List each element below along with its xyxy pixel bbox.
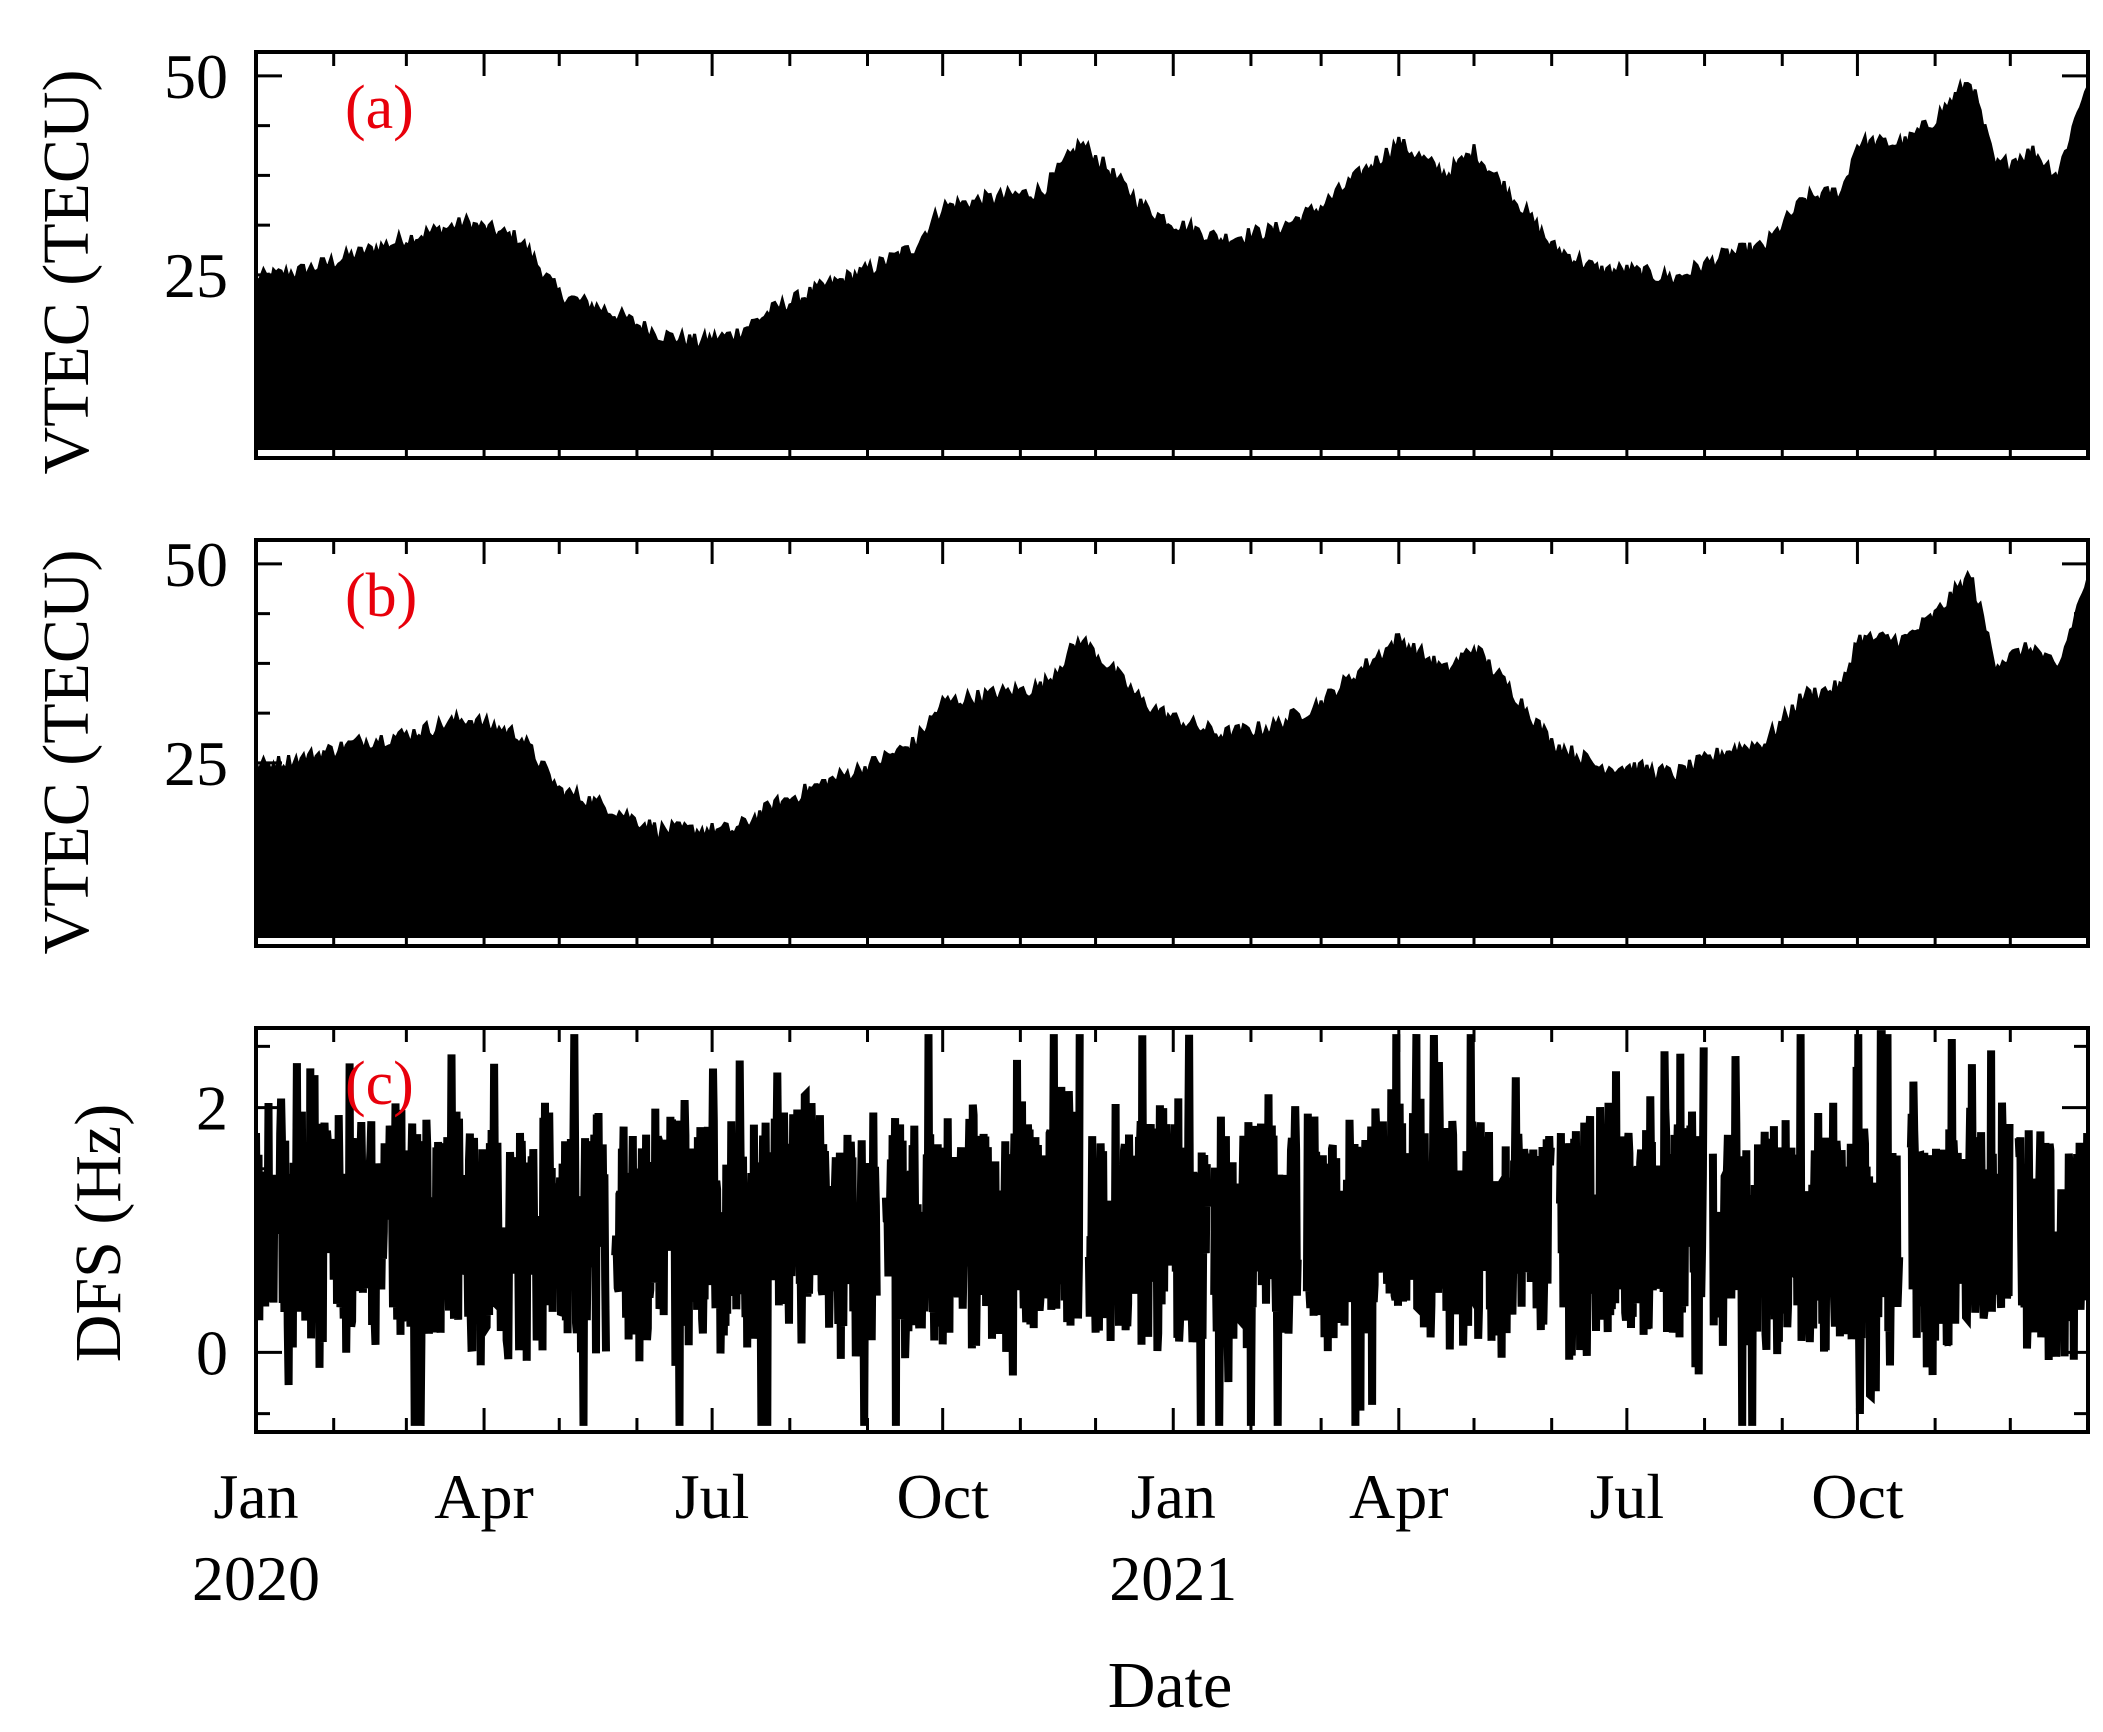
dfs-series-segment xyxy=(2014,1130,2088,1361)
plot-area xyxy=(256,569,2088,939)
dfs-series-segment xyxy=(881,1034,1084,1426)
x-tick-label: Oct xyxy=(1811,1461,1904,1532)
dfs-series-segment xyxy=(1084,1034,1212,1426)
x-tick-label: Jul xyxy=(675,1461,750,1532)
panel-b: 25 50 (b) xyxy=(164,529,2090,948)
vtec-series-area xyxy=(256,78,2088,448)
y-tick-label: 25 xyxy=(164,728,228,799)
x-tick-label: Jul xyxy=(1590,1461,1665,1532)
x-tick-label: Jan xyxy=(1131,1461,1216,1532)
y-tick-label: 2 xyxy=(196,1073,228,1144)
dfs-series-segment xyxy=(1906,1038,2014,1376)
y-axis-labels: VTEC (TECU) VTEC (TECU) DFS (Hz) xyxy=(30,69,135,1362)
ylabel-panel-c: DFS (Hz) xyxy=(62,1104,135,1363)
dfs-series-segment xyxy=(1302,1034,1555,1426)
y-tick-label: 25 xyxy=(164,240,228,311)
x-tick-label: Oct xyxy=(896,1461,989,1532)
panel-c: 0 2 (c) xyxy=(196,1026,2090,1434)
panel-label: (a) xyxy=(345,74,414,142)
dfs-series-segment xyxy=(256,1034,610,1426)
x-tick-sublabel: 2021 xyxy=(1109,1543,1237,1614)
panel-label: (c) xyxy=(345,1050,414,1118)
dfs-series-segment xyxy=(611,1060,881,1426)
plot-area xyxy=(256,1030,2088,1426)
panel-a: 25 50 (a) xyxy=(164,41,2090,460)
x-tick-label: Apr xyxy=(434,1461,534,1532)
x-tick-sublabel: 2020 xyxy=(192,1543,320,1614)
panel-label: (b) xyxy=(345,562,417,630)
dfs-series-segment xyxy=(1556,1047,1708,1375)
x-tick-label: Apr xyxy=(1349,1461,1449,1532)
x-tick-label: Jan xyxy=(213,1461,298,1532)
dfs-series-segment xyxy=(1210,1094,1302,1426)
y-tick-label: 50 xyxy=(164,41,228,112)
x-axis-label: Date xyxy=(1108,1649,1233,1722)
ylabel-panel-a: VTEC (TECU) xyxy=(30,69,103,474)
plot-area xyxy=(256,78,2088,451)
vtec-series-area xyxy=(256,569,2088,936)
panels: 25 50 (a) 25 50 (b) 0 2 (c) xyxy=(164,41,2090,1434)
y-tick-label: 50 xyxy=(164,529,228,600)
ylabel-panel-b: VTEC (TECU) xyxy=(30,549,103,954)
dfs-series-segment xyxy=(1708,1030,1904,1426)
x-tick-labels: Jan 2020 Apr Jul Oct Jan 2021 Apr Jul Oct xyxy=(192,1461,1904,1614)
y-tick-label: 0 xyxy=(196,1317,228,1388)
